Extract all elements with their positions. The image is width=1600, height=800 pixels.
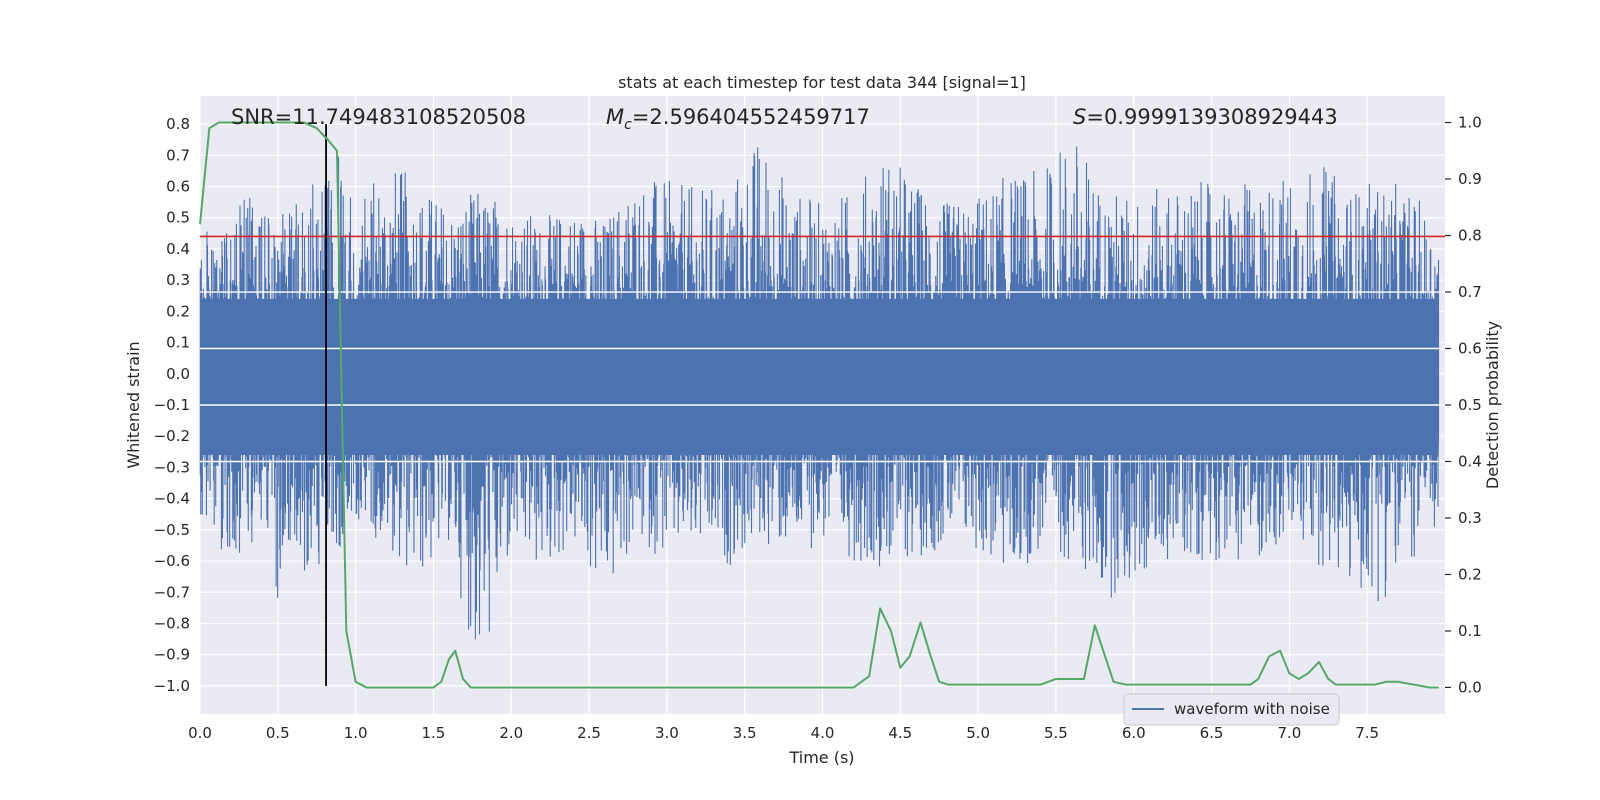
chirp-mass-value: =2.596404552459717 [632,105,870,129]
x-tick-label: 6.5 [1200,724,1224,742]
y2-tick-label: 0.8 [1458,227,1482,245]
legend: waveform with noise [1123,693,1340,726]
x-tick-label: 7.0 [1277,724,1301,742]
y-tick-label: 0.3 [166,271,190,289]
y-tick-label: −0.1 [154,396,190,414]
x-tick-label: 1.0 [344,724,368,742]
y2-tick-labels: 1.0 0.9 0.8 0.7 0.6 0.5 0.4 0.3 0.2 0.1 0.0 [1445,114,1482,696]
x-tick-label: 0.0 [188,724,212,742]
y2-tick-label: 0.0 [1458,678,1482,696]
x-tick-label: 2.5 [577,724,601,742]
x-tick-label: 5.5 [1044,724,1068,742]
y-tick-label: 0.7 [166,146,190,164]
x-tick-label: 6.0 [1122,724,1146,742]
x-tick-label: 3.0 [655,724,679,742]
y-tick-label: −0.9 [154,646,190,664]
chirp-mass-symbol: M [606,105,624,129]
y-tick-labels: 0.8 0.7 0.6 0.5 0.4 0.3 0.2 0.1 0.0 −0.1 −0.2 −0.3 −… [154,115,190,695]
y-tick-label: 0.4 [166,240,190,258]
chart-title: stats at each timestep for test data 344… [618,73,1026,92]
s-value: =0.9999139308929443 [1086,105,1337,129]
x-tick-label: 0.5 [266,724,290,742]
y-tick-label: −0.8 [154,614,190,632]
x-tick-label: 4.5 [888,724,912,742]
y-tick-label: −0.5 [154,521,190,539]
probability-series [199,121,1439,689]
reference-lines [200,124,1445,686]
y2-tick-label: 0.9 [1458,170,1482,188]
y2-tick-label: 0.1 [1458,622,1482,640]
y2-tick-label: 0.3 [1458,509,1482,527]
chirp-mass-annotation: Mc=2.596404552459717 [606,105,870,133]
y-tick-label: 0.8 [166,115,190,133]
x-tick-label: 7.5 [1355,724,1379,742]
legend-box [1123,693,1340,726]
y2-tick-label: 0.4 [1458,452,1482,470]
waveform-series [199,146,1445,640]
y-tick-label: −0.4 [154,490,190,508]
y2-tick-label: 1.0 [1458,114,1482,132]
x-tick-label: 1.5 [422,724,446,742]
y-tick-label: −1.0 [154,677,190,695]
y-tick-label: −0.6 [154,552,190,570]
x-tick-label: 4.0 [811,724,835,742]
x-tick-labels: 0.0 0.5 1.0 1.5 2.0 2.5 3.0 3.5 4.0 4.5 5.0 5.5 6.0 6… [188,724,1379,742]
y-tick-label: −0.7 [154,583,190,601]
y2-tick-label: 0.5 [1458,396,1482,414]
y2-tick-label: 0.2 [1458,565,1482,583]
x-axis-label: Time (s) [788,748,854,767]
legend-label: waveform with noise [1174,700,1330,718]
y-tick-label: 0.1 [166,334,190,352]
s-symbol: S [1073,105,1086,129]
y2-axis-label: Detection probability [1483,321,1502,489]
waveform-core [200,298,1439,455]
y-tick-label: 0.2 [166,302,190,320]
y2-tick-label: 0.7 [1458,283,1482,301]
y-axis-label: Whitened strain [124,341,143,468]
probability-line [199,121,1439,689]
y-tick-label: −0.2 [154,427,190,445]
x-tick-label: 2.0 [499,724,523,742]
x-tick-label: 5.0 [966,724,990,742]
chirp-mass-subscript: c [624,117,632,133]
s-annotation: S=0.9999139308929443 [1073,105,1338,129]
y-tick-label: 0.0 [166,365,190,383]
y2-tick-label: 0.6 [1458,340,1482,358]
y-tick-label: 0.5 [166,209,190,227]
snr-annotation: SNR=11.749483108520508 [231,105,526,129]
y-tick-label: 0.6 [166,178,190,196]
y-tick-label: −0.3 [154,458,190,476]
x-tick-label: 3.5 [733,724,757,742]
